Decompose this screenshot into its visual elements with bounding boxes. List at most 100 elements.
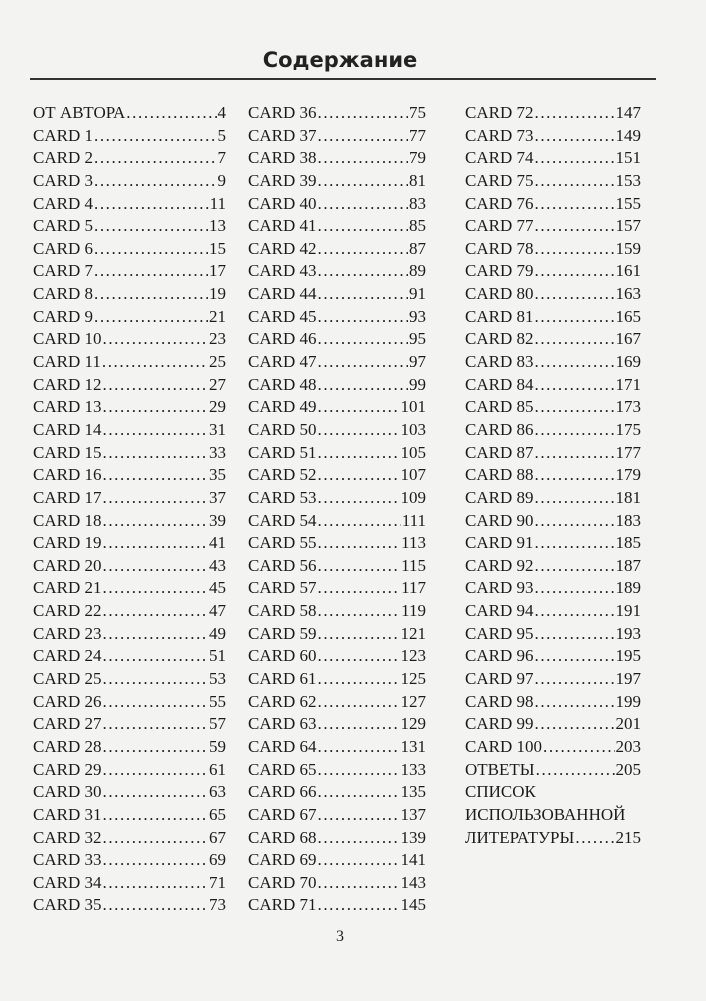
toc-entry[interactable]: CARD 92 187: [465, 555, 641, 578]
toc-entry[interactable]: CARD 55 113: [248, 532, 426, 555]
toc-entry[interactable]: CARD 93 189: [465, 577, 641, 600]
toc-entry[interactable]: CARD 42 87: [248, 238, 426, 261]
toc-entry[interactable]: CARD 74 151: [465, 147, 641, 170]
toc-entry[interactable]: CARD 38 79: [248, 147, 426, 170]
toc-entry[interactable]: CARD 30 63: [33, 781, 226, 804]
toc-entry[interactable]: CARD 81 165: [465, 306, 641, 329]
toc-entry[interactable]: CARD 61 125: [248, 668, 426, 691]
toc-entry[interactable]: CARD 48 99: [248, 374, 426, 397]
toc-entry[interactable]: CARD 72 147: [465, 102, 641, 125]
toc-entry[interactable]: CARD 62 127: [248, 691, 426, 714]
toc-entry[interactable]: CARD 16 35: [33, 464, 226, 487]
toc-entry[interactable]: CARD 32 67: [33, 827, 226, 850]
toc-entry[interactable]: ОТВЕТЫ 205: [465, 759, 641, 782]
toc-entry[interactable]: CARD 85 173: [465, 396, 641, 419]
toc-entry[interactable]: CARD 68 139: [248, 827, 426, 850]
toc-entry[interactable]: ОТ АВТОРА 4: [33, 102, 226, 125]
toc-entry[interactable]: CARD 73 149: [465, 125, 641, 148]
toc-entry[interactable]: CARD 58 119: [248, 600, 426, 623]
toc-entry[interactable]: CARD 86 175: [465, 419, 641, 442]
toc-entry[interactable]: CARD 51 105: [248, 442, 426, 465]
toc-entry[interactable]: CARD 12 27: [33, 374, 226, 397]
toc-entry[interactable]: CARD 77 157: [465, 215, 641, 238]
toc-entry[interactable]: CARD 17 37: [33, 487, 226, 510]
toc-entry[interactable]: CARD 69 141: [248, 849, 426, 872]
toc-entry[interactable]: CARD 80 163: [465, 283, 641, 306]
toc-entry[interactable]: CARD 2 7: [33, 147, 226, 170]
toc-entry[interactable]: CARD 84 171: [465, 374, 641, 397]
toc-entry[interactable]: CARD 24 51: [33, 645, 226, 668]
toc-entry[interactable]: CARD 90 183: [465, 510, 641, 533]
toc-entry[interactable]: CARD 98 199: [465, 691, 641, 714]
toc-entry[interactable]: CARD 14 31: [33, 419, 226, 442]
toc-entry[interactable]: CARD 27 57: [33, 713, 226, 736]
toc-entry[interactable]: CARD 19 41: [33, 532, 226, 555]
toc-entry[interactable]: CARD 20 43: [33, 555, 226, 578]
toc-entry[interactable]: CARD 7 17: [33, 260, 226, 283]
toc-entry[interactable]: CARD 4 11: [33, 193, 226, 216]
toc-entry[interactable]: CARD 70 143: [248, 872, 426, 895]
toc-entry[interactable]: CARD 50 103: [248, 419, 426, 442]
toc-entry[interactable]: CARD 25 53: [33, 668, 226, 691]
toc-entry[interactable]: CARD 99 201: [465, 713, 641, 736]
toc-entry[interactable]: CARD 41 85: [248, 215, 426, 238]
toc-entry[interactable]: CARD 75 153: [465, 170, 641, 193]
toc-entry[interactable]: CARD 6 15: [33, 238, 226, 261]
toc-entry[interactable]: CARD 49 101: [248, 396, 426, 419]
toc-entry[interactable]: CARD 40 83: [248, 193, 426, 216]
toc-entry[interactable]: CARD 37 77: [248, 125, 426, 148]
toc-entry[interactable]: CARD 66 135: [248, 781, 426, 804]
toc-entry[interactable]: CARD 53 109: [248, 487, 426, 510]
toc-entry[interactable]: CARD 47 97: [248, 351, 426, 374]
toc-entry[interactable]: CARD 54 111: [248, 510, 426, 533]
toc-entry[interactable]: CARD 95 193: [465, 623, 641, 646]
toc-entry[interactable]: CARD 60 123: [248, 645, 426, 668]
toc-entry[interactable]: CARD 26 55: [33, 691, 226, 714]
toc-entry[interactable]: CARD 56 115: [248, 555, 426, 578]
toc-entry[interactable]: CARD 67 137: [248, 804, 426, 827]
toc-entry[interactable]: CARD 23 49: [33, 623, 226, 646]
toc-entry[interactable]: CARD 36 75: [248, 102, 426, 125]
toc-entry[interactable]: CARD 33 69: [33, 849, 226, 872]
toc-entry[interactable]: CARD 96 195: [465, 645, 641, 668]
toc-entry[interactable]: CARD 71 145: [248, 894, 426, 917]
toc-entry[interactable]: CARD 59 121: [248, 623, 426, 646]
toc-entry[interactable]: CARD 91 185: [465, 532, 641, 555]
toc-entry[interactable]: CARD 79 161: [465, 260, 641, 283]
toc-entry[interactable]: CARD 15 33: [33, 442, 226, 465]
toc-entry[interactable]: CARD 82 167: [465, 328, 641, 351]
toc-entry[interactable]: CARD 97 197: [465, 668, 641, 691]
toc-entry[interactable]: CARD 9 21: [33, 306, 226, 329]
toc-entry[interactable]: CARD 11 25: [33, 351, 226, 374]
toc-entry[interactable]: CARD 3 9: [33, 170, 226, 193]
toc-entry[interactable]: CARD 10 23: [33, 328, 226, 351]
toc-entry[interactable]: CARD 31 65: [33, 804, 226, 827]
toc-entry[interactable]: CARD 21 45: [33, 577, 226, 600]
toc-entry[interactable]: CARD 44 91: [248, 283, 426, 306]
toc-entry[interactable]: CARD 18 39: [33, 510, 226, 533]
toc-entry[interactable]: CARD 100 203: [465, 736, 641, 759]
toc-entry[interactable]: CARD 63 129: [248, 713, 426, 736]
toc-entry[interactable]: CARD 28 59: [33, 736, 226, 759]
toc-entry[interactable]: CARD 13 29: [33, 396, 226, 419]
toc-entry[interactable]: CARD 83 169: [465, 351, 641, 374]
toc-entry-bibliography[interactable]: СПИСОК ИСПОЛЬЗОВАННОЙ ЛИТЕРАТУРЫ 215: [465, 781, 641, 849]
toc-entry[interactable]: CARD 89 181: [465, 487, 641, 510]
toc-entry[interactable]: CARD 78 159: [465, 238, 641, 261]
toc-entry[interactable]: CARD 1 5: [33, 125, 226, 148]
toc-entry[interactable]: CARD 35 73: [33, 894, 226, 917]
toc-entry[interactable]: CARD 43 89: [248, 260, 426, 283]
toc-entry[interactable]: CARD 5 13: [33, 215, 226, 238]
toc-entry[interactable]: CARD 94 191: [465, 600, 641, 623]
toc-entry[interactable]: CARD 87 177: [465, 442, 641, 465]
toc-entry[interactable]: CARD 88 179: [465, 464, 641, 487]
toc-entry[interactable]: CARD 57 117: [248, 577, 426, 600]
toc-entry[interactable]: CARD 76 155: [465, 193, 641, 216]
toc-entry[interactable]: CARD 22 47: [33, 600, 226, 623]
toc-entry[interactable]: CARD 52 107: [248, 464, 426, 487]
toc-entry[interactable]: CARD 29 61: [33, 759, 226, 782]
toc-entry[interactable]: CARD 46 95: [248, 328, 426, 351]
toc-entry[interactable]: CARD 8 19: [33, 283, 226, 306]
toc-entry[interactable]: CARD 64 131: [248, 736, 426, 759]
toc-entry[interactable]: CARD 65 133: [248, 759, 426, 782]
